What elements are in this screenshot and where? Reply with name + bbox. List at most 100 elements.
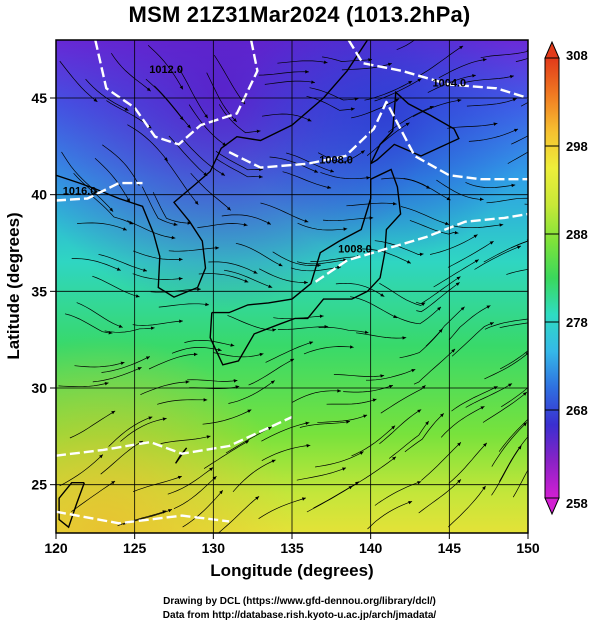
x-tick-label: 145 <box>438 540 462 556</box>
streamline <box>228 380 276 404</box>
streamline <box>309 87 359 101</box>
streamline-arrow <box>203 398 208 402</box>
streamline-arrow <box>417 78 422 82</box>
streamline <box>511 135 528 145</box>
streamline <box>59 454 104 487</box>
streamline-arrow <box>148 416 153 420</box>
streamline <box>215 150 263 171</box>
streamline <box>404 413 445 453</box>
streamline <box>215 158 263 178</box>
streamline-arrow <box>483 442 487 447</box>
streamline <box>388 420 429 459</box>
streamline <box>214 55 246 105</box>
streamline-arrow <box>232 118 237 122</box>
streamline <box>132 273 183 280</box>
streamline-arrow <box>568 219 572 222</box>
streamline-arrow <box>486 305 491 309</box>
streamline <box>167 467 214 495</box>
streamline-arrow <box>457 479 461 484</box>
streamline-arrow <box>205 302 209 307</box>
streamline <box>269 156 319 173</box>
streamline <box>387 105 434 133</box>
streamline <box>168 247 220 252</box>
streamline-arrow <box>122 227 127 231</box>
streamline <box>218 104 261 134</box>
streamline <box>506 269 528 275</box>
streamline <box>430 234 478 255</box>
streamline <box>440 405 485 438</box>
streamline-arrow <box>437 306 441 311</box>
streamline <box>374 240 424 255</box>
streamline <box>427 74 476 93</box>
streamline <box>510 240 528 249</box>
streamline <box>299 421 350 428</box>
coastline-segment <box>175 447 188 464</box>
streamline <box>272 251 322 266</box>
streamline-arrow <box>179 116 184 121</box>
streamline <box>341 63 392 71</box>
streamline-arrow <box>185 380 190 384</box>
streamline <box>261 113 312 122</box>
credit-drawing: Drawing by DCL (https://www.gfd-dennou.o… <box>163 596 436 607</box>
streamline-arrow <box>150 326 155 330</box>
streamline-arrow <box>473 234 478 238</box>
streamline <box>148 353 198 370</box>
gridlines <box>56 40 528 533</box>
streamline <box>291 390 342 403</box>
streamline <box>164 158 199 205</box>
streamline <box>158 303 210 308</box>
streamline-arrow <box>408 81 413 85</box>
streamline <box>120 418 167 442</box>
streamline-arrow <box>389 384 393 389</box>
streamline <box>259 268 308 283</box>
streamline-arrow <box>259 352 264 357</box>
streamline <box>76 302 123 328</box>
streamline <box>306 95 355 111</box>
streamline <box>85 78 129 111</box>
streamline <box>203 440 250 469</box>
streamline-arrow <box>178 257 183 262</box>
streamline-arrow <box>539 448 543 452</box>
streamline-arrow <box>116 267 121 271</box>
streamline-arrow <box>99 454 103 459</box>
streamline <box>447 240 494 268</box>
credit-data: Data from http://database.rish.kyoto-u.a… <box>162 610 437 621</box>
streamline-arrow <box>173 222 178 226</box>
streamline-arrow <box>560 74 564 78</box>
streamline-arrow <box>530 317 534 320</box>
streamline <box>297 222 348 231</box>
streamline-arrow <box>247 409 252 413</box>
streamline-arrow <box>230 343 235 347</box>
streamline <box>71 480 116 512</box>
streamline-arrow <box>179 319 183 324</box>
streamline <box>351 425 396 457</box>
streamline-arrow <box>560 42 564 45</box>
streamline-arrow <box>342 467 347 471</box>
streamline <box>346 202 397 207</box>
streamline <box>61 151 99 194</box>
streamline-arrow <box>451 348 456 353</box>
streamline <box>188 104 227 147</box>
colorbar-tick-label: 288 <box>566 227 588 242</box>
streamline-arrow <box>330 169 335 173</box>
streamline-arrow <box>204 114 208 119</box>
streamline <box>409 220 459 235</box>
streamline <box>317 414 368 424</box>
streamline <box>108 416 153 447</box>
streamline <box>227 315 277 331</box>
streamline <box>366 122 410 156</box>
streamline <box>265 341 314 363</box>
streamline-arrow <box>349 345 354 349</box>
streamline-arrow <box>319 314 324 319</box>
streamline <box>413 348 456 385</box>
streamline <box>89 194 134 225</box>
streamline-arrow <box>387 62 392 67</box>
streamline-arrow <box>111 410 116 415</box>
streamline <box>395 306 442 325</box>
streamline-arrow <box>162 417 167 421</box>
colorbar-tick-label: 298 <box>566 139 588 154</box>
streamline-arrow <box>307 118 312 122</box>
y-tick-label: 35 <box>31 283 47 299</box>
streamline <box>178 67 209 119</box>
